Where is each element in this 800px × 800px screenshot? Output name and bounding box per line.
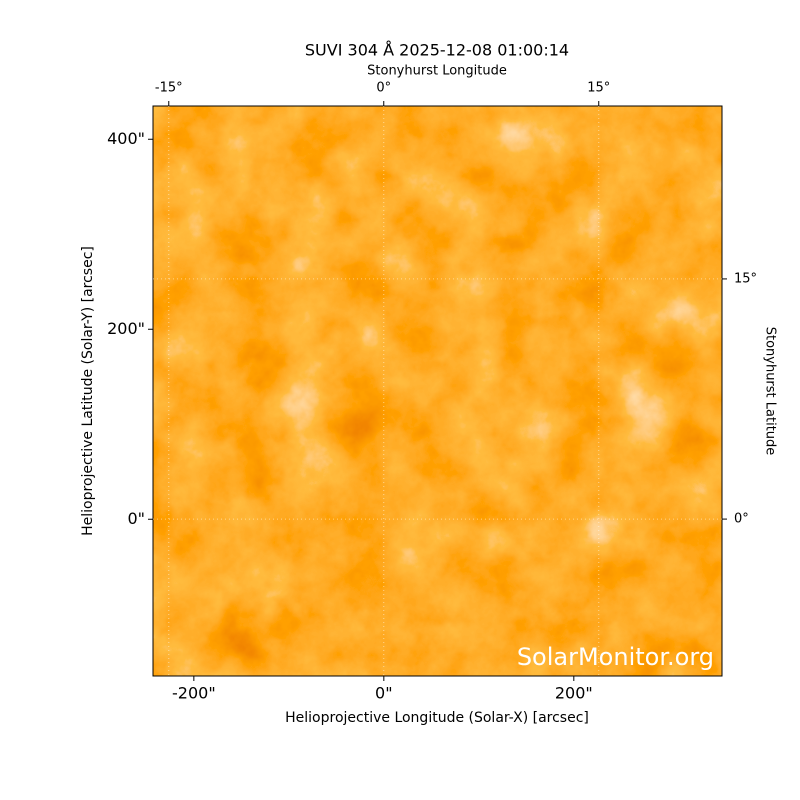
y2-tick-label: 0° xyxy=(734,512,749,527)
solar-image xyxy=(153,106,722,676)
x-label: Helioprojective Longitude (Solar-X) [arc… xyxy=(285,710,589,726)
y-tick-label: 200" xyxy=(107,319,145,338)
watermark: SolarMonitor.org xyxy=(517,643,714,671)
axes-frame xyxy=(152,105,723,677)
y2-label: Stonyhurst Latitude xyxy=(763,327,778,456)
x-tick-label: 200" xyxy=(555,684,593,703)
x-tick-label: 0" xyxy=(375,684,393,703)
x2-label: Stonyhurst Longitude xyxy=(367,64,507,79)
y-tick-label: 400" xyxy=(107,129,145,148)
y-label: Helioprojective Latitude (Solar-Y) [arcs… xyxy=(80,246,96,536)
x-tick-label: -200" xyxy=(172,684,216,703)
x2-tick-label: 15° xyxy=(587,81,610,96)
y2-tick-label: 15° xyxy=(734,271,757,286)
x2-tick-label: -15° xyxy=(155,81,183,96)
chart-title: SUVI 304 Å 2025-12-08 01:00:14 xyxy=(305,41,569,60)
y-tick-label: 0" xyxy=(127,509,145,528)
x2-tick-label: 0° xyxy=(376,81,391,96)
